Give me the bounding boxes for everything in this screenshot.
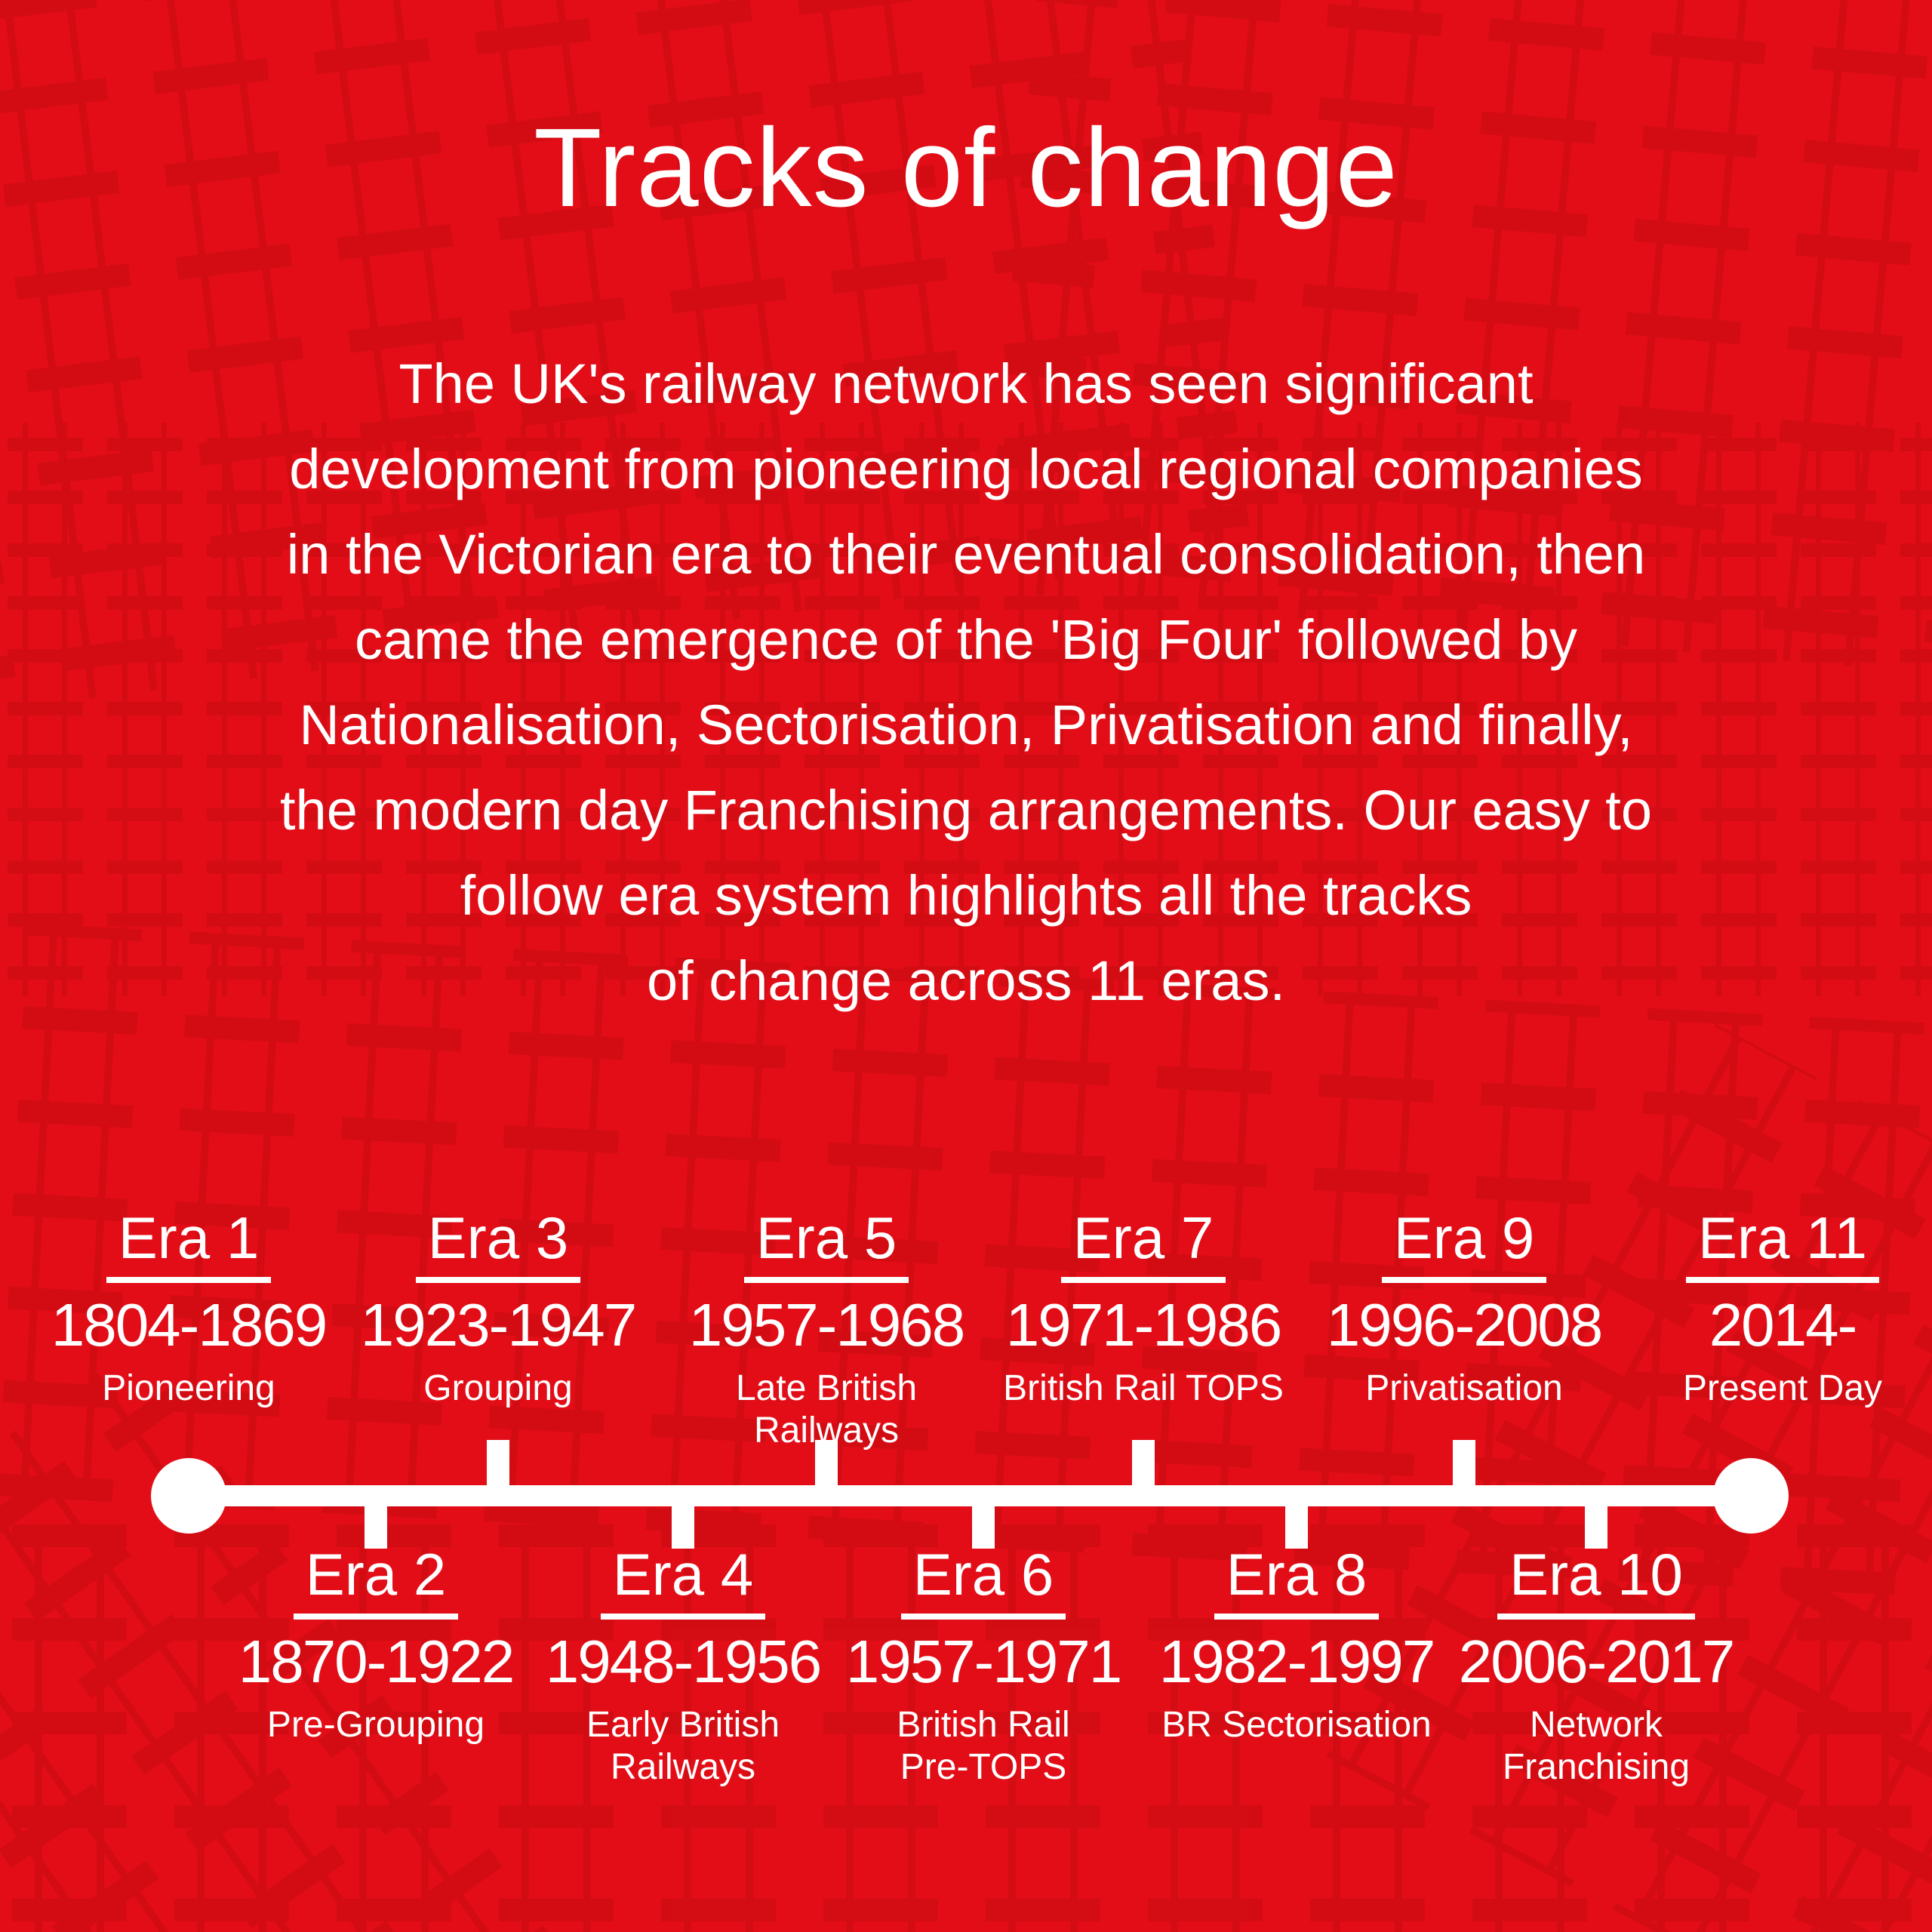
era-column-9: Era 9 1996-2008 Privatisation [1306,1208,1623,1410]
era-years: 2006-2017 [1458,1628,1736,1695]
timeline-tick-up [815,1440,838,1497]
timeline-tick-down [972,1494,995,1549]
era-years: 2014- [1709,1291,1858,1358]
era-name: Era 6 [825,1544,1142,1620]
timeline-end-circle [1713,1458,1789,1534]
era-name: Era 8 [1138,1544,1455,1620]
era-name-text: Era 6 [900,1544,1066,1620]
era-label: British Rail Pre-TOPS [897,1705,1070,1787]
era-years: 1957-1971 [845,1628,1123,1695]
era-column-3: Era 3 1923-1947 Grouping [340,1208,657,1410]
era-label: Pre-Grouping [266,1705,485,1745]
era-name: Era 4 [525,1544,841,1620]
era-column-7: Era 7 1971-1986 British Rail TOPS [985,1208,1302,1410]
era-column-11: Era 11 2014- Present Day [1624,1208,1932,1410]
era-column-2: Era 2 1870-1922 Pre-Grouping [217,1544,534,1746]
era-years: 1923-1947 [360,1291,638,1358]
era-name-text: Era 3 [415,1208,581,1283]
era-label: British Rail TOPS [1003,1368,1284,1408]
era-label: Network Franchising [1502,1705,1690,1787]
era-column-8: Era 8 1982-1997 BR Sectorisation [1138,1544,1455,1746]
era-name-text: Era 7 [1060,1208,1226,1283]
era-name-text: Era 11 [1685,1208,1880,1283]
era-label: Pioneering [102,1368,275,1408]
timeline-tick-down [1285,1494,1308,1549]
era-label: Early British Railways [586,1705,780,1787]
era-name: Era 1 [30,1208,347,1283]
era-column-5: Era 5 1957-1968 Late British Railways [668,1208,985,1452]
era-years: 1948-1956 [545,1628,823,1695]
era-name: Era 11 [1624,1208,1932,1283]
era-label: Late British Railways [735,1368,918,1451]
era-label: BR Sectorisation [1161,1705,1432,1745]
timeline-tick-up [1453,1440,1475,1497]
era-name: Era 2 [217,1544,534,1620]
timeline-tick-up [1132,1440,1155,1497]
timeline-tick-up [487,1440,509,1497]
era-years: 1971-1986 [1005,1291,1283,1358]
era-years: 1804-1869 [51,1291,328,1358]
era-name-text: Era 1 [106,1208,272,1283]
page-title: Tracks of change [534,106,1398,230]
timeline-tick-down [365,1494,387,1549]
era-name: Era 5 [668,1208,985,1283]
era-column-4: Era 4 1948-1956 Early British Railways [525,1544,841,1789]
era-name-text: Era 8 [1214,1544,1380,1620]
era-column-10: Era 10 2006-2017 Network Franchising [1438,1544,1755,1789]
timeline-tick-down [672,1494,694,1549]
era-years: 1996-2008 [1326,1291,1604,1358]
era-name: Era 9 [1306,1208,1623,1283]
era-name-text: Era 2 [293,1544,459,1620]
era-years: 1870-1922 [238,1628,515,1695]
era-name-text: Era 10 [1497,1544,1695,1620]
era-column-6: Era 6 1957-1971 British Rail Pre-TOPS [825,1544,1142,1789]
era-name: Era 10 [1438,1544,1755,1620]
era-name: Era 3 [340,1208,657,1283]
era-years: 1957-1968 [688,1291,966,1358]
era-name-text: Era 4 [600,1544,766,1620]
era-label: Present Day [1682,1368,1883,1408]
timeline-bar [189,1485,1751,1506]
intro-paragraph: The UK's railway network has seen signif… [279,352,1653,1012]
era-column-1: Era 1 1804-1869 Pioneering [30,1208,347,1410]
era-name: Era 7 [985,1208,1302,1283]
era-name-text: Era 9 [1381,1208,1547,1283]
era-name-text: Era 5 [743,1208,909,1283]
era-label: Privatisation [1365,1368,1563,1408]
era-label: Grouping [423,1368,573,1408]
timeline-tick-down [1585,1494,1607,1549]
era-years: 1982-1997 [1158,1628,1436,1695]
timeline-start-circle [151,1458,226,1534]
